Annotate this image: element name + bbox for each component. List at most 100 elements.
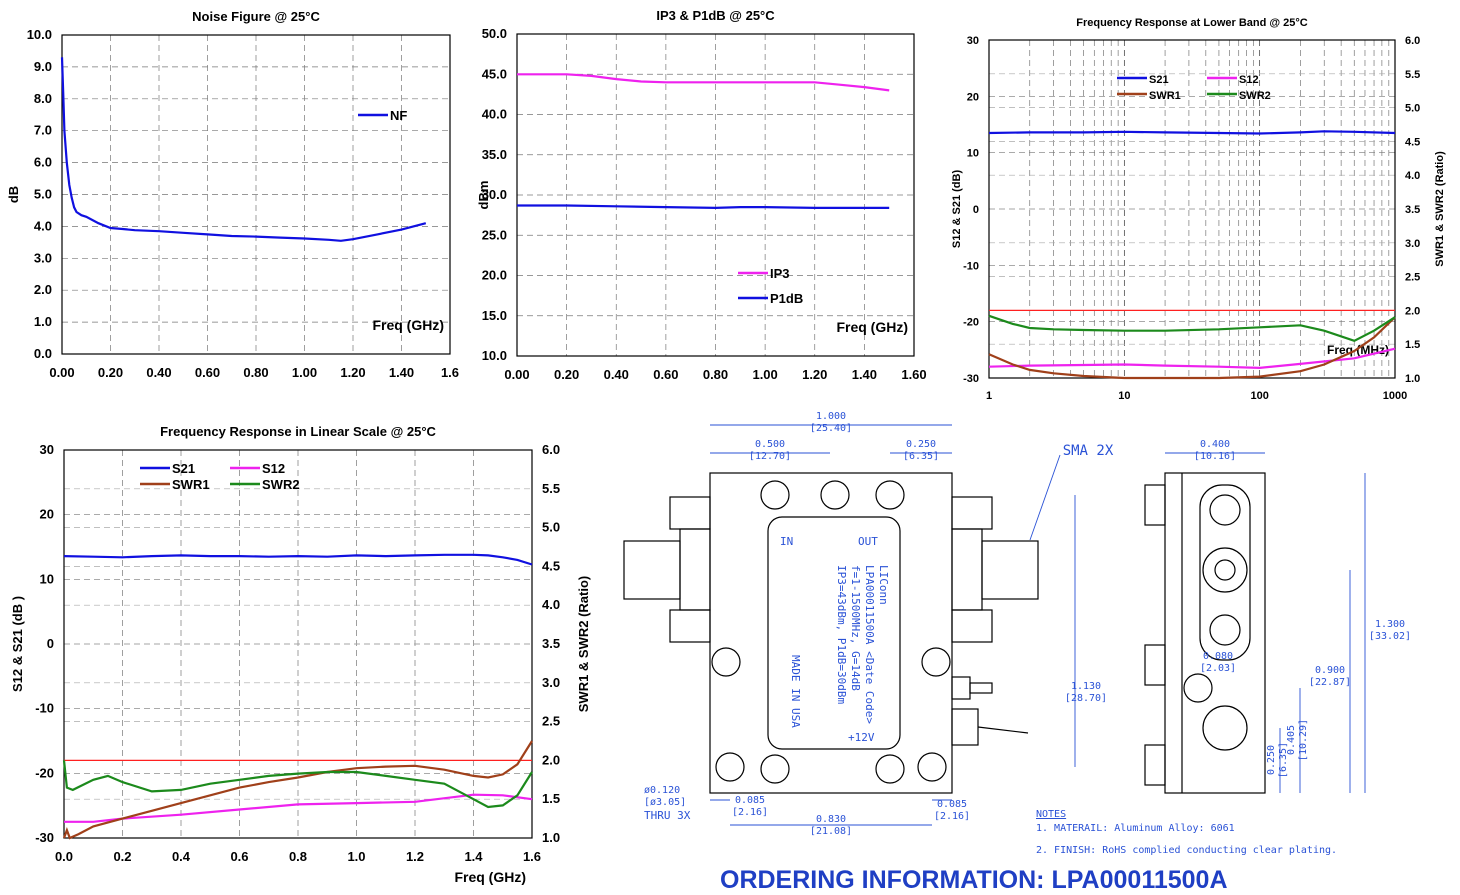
x-tick-label: 1.6 bbox=[523, 849, 541, 864]
x-axis-label: Freq (MHz) bbox=[1327, 343, 1389, 357]
plot-frame bbox=[63, 449, 533, 839]
side-screw-bottom bbox=[1209, 614, 1241, 646]
y2-tick-label: 3.0 bbox=[1405, 238, 1420, 250]
x-tick-label: 1.60 bbox=[901, 367, 926, 382]
dim-height-mm: [28.70] bbox=[1065, 693, 1107, 704]
x-tick-label: 1.40 bbox=[389, 365, 414, 380]
y-tick-label: 5.0 bbox=[34, 187, 52, 202]
supply-label: +12V bbox=[848, 731, 875, 744]
standoff-bottom-left bbox=[760, 754, 790, 784]
y2-tick-label: 2.0 bbox=[1405, 305, 1420, 317]
y-tick-label: 10.0 bbox=[482, 348, 507, 363]
y-tick-label: 40.0 bbox=[482, 107, 507, 122]
y-tick-label: 20 bbox=[967, 91, 979, 103]
note-2: 2. FINISH: RoHS complied conducting clea… bbox=[1036, 845, 1337, 856]
y-tick-label: 6.0 bbox=[34, 155, 52, 170]
y-tick-label: 2.0 bbox=[34, 282, 52, 297]
y2-tick-label: 4.5 bbox=[1405, 136, 1420, 148]
x-tick-label: 0.40 bbox=[146, 365, 171, 380]
port-in-label: IN bbox=[780, 535, 793, 548]
dim-width: 1.000 bbox=[816, 411, 846, 422]
side-power-terminal bbox=[1202, 705, 1248, 751]
feedthrough-terminal bbox=[951, 676, 971, 700]
y-axis-label: S12 & S21 (dB) bbox=[951, 170, 963, 249]
y-tick-label: -20 bbox=[963, 317, 979, 329]
x-tick-label: 1.4 bbox=[464, 849, 483, 864]
chart-title: Frequency Response at Lower Band @ 25°C bbox=[1076, 17, 1308, 29]
mounting-hole-bottom-right bbox=[917, 752, 947, 782]
x-tick-label: 1.0 bbox=[347, 849, 365, 864]
legend-label-s21: S21 bbox=[172, 461, 195, 476]
legend-label-s12: S12 bbox=[1239, 74, 1259, 86]
y2-axis-label: SWR1 & SWR2 (Ratio) bbox=[1434, 151, 1446, 267]
x-tick-label: 0.2 bbox=[113, 849, 131, 864]
y2-tick-label: 3.5 bbox=[1405, 204, 1420, 216]
x-tick-label: 1.2 bbox=[406, 849, 424, 864]
dim-edge-right-mm: [2.16] bbox=[934, 811, 970, 822]
legend-label-ip3: IP3 bbox=[770, 266, 790, 281]
y2-tick-label: 5.5 bbox=[1405, 69, 1420, 81]
x-axis-label: Freq (GHz) bbox=[372, 317, 444, 333]
x-tick-label: 1000 bbox=[1383, 390, 1407, 402]
label-line-3: f=1-1500MHz, G=14dB bbox=[849, 565, 862, 691]
dim-depth-mm: [10.16] bbox=[1194, 451, 1236, 462]
dim-half-mm: [12.70] bbox=[749, 451, 791, 462]
mounting-hole-top bbox=[820, 480, 850, 510]
x-tick-label: 1.20 bbox=[802, 367, 827, 382]
dim-mid-mm: [22.87] bbox=[1309, 677, 1351, 688]
chart-title: IP3 & P1dB @ 25°C bbox=[656, 8, 775, 23]
y-tick-label: 4.0 bbox=[34, 218, 52, 233]
side-screw-top bbox=[1209, 494, 1241, 526]
y2-tick-label: 2.5 bbox=[1405, 272, 1420, 284]
chart-title: Frequency Response in Linear Scale @ 25°… bbox=[160, 424, 436, 439]
x-tick-label: 1.00 bbox=[292, 365, 317, 380]
x-tick-label: 0.6 bbox=[230, 849, 248, 864]
dim-mid: 0.900 bbox=[1315, 665, 1345, 676]
dim-a-mm: [6.35] bbox=[1278, 742, 1289, 778]
y-tick-label: 8.0 bbox=[34, 91, 52, 106]
y2-tick-label: 4.0 bbox=[1405, 170, 1420, 182]
y-tick-label: 1.0 bbox=[34, 314, 52, 329]
chart-title: Noise Figure @ 25°C bbox=[192, 9, 320, 24]
y2-axis-label: SWR1 & SWR2 (Ratio) bbox=[576, 576, 591, 713]
legend-label-swr1: SWR1 bbox=[1149, 90, 1181, 102]
x-tick-label: 0.60 bbox=[195, 365, 220, 380]
series-line-swr1 bbox=[62, 740, 533, 840]
right-connector-body bbox=[951, 528, 983, 611]
gridlines bbox=[64, 450, 532, 838]
y-tick-label: 30.0 bbox=[482, 187, 507, 202]
y-tick-label: 10 bbox=[967, 148, 979, 160]
y-tick-label: 0.0 bbox=[34, 346, 52, 361]
y-tick-label: 9.0 bbox=[34, 59, 52, 74]
mechanical-drawing: 1.000 [25.40] 0.500 [12.70] 0.250 [6.35]… bbox=[600, 405, 1460, 860]
y2-tick-label: 5.5 bbox=[542, 481, 560, 496]
series-line-swr2 bbox=[62, 760, 533, 809]
y-tick-label: 10.0 bbox=[27, 27, 52, 42]
ip3-p1db-plot: 0.00 0.20 0.40 0.60 0.80 1.00 1.20 1.40 1.60 10.0… bbox=[476, 8, 927, 382]
x-tick-label: 0.80 bbox=[243, 365, 268, 380]
side-connector-flange bbox=[1199, 484, 1251, 661]
series-line-swr1 bbox=[988, 316, 1396, 380]
hole-diameter: ø0.120 bbox=[644, 785, 680, 796]
side-tab-mid bbox=[1144, 644, 1166, 686]
lower-band-response-plot: 1 10 100 1000 -30 -20 -10 0 10 20 30 1.0 1.5 2.0 2.5 3.… bbox=[951, 17, 1446, 402]
ip3-p1db-chart: 0.00 0.20 0.40 0.60 0.80 1.00 1.20 1.40 1.60 10.0… bbox=[470, 0, 940, 400]
side-sma-outer bbox=[1202, 547, 1248, 593]
legend-label-s12: S12 bbox=[262, 461, 285, 476]
linear-scale-response-chart: 0.0 0.2 0.4 0.6 0.8 1.0 1.2 1.4 1.6 -30 -20 -10 0 10 2… bbox=[0, 410, 600, 888]
dim-total: 1.300 bbox=[1375, 619, 1405, 630]
dim-small: 0.080 bbox=[1203, 651, 1233, 662]
ordering-information-heading: ORDERING INFORMATION: LPA00011500A bbox=[720, 866, 1228, 894]
y-tick-label: 10 bbox=[40, 571, 54, 586]
left-connector-body bbox=[679, 528, 711, 611]
y2-tick-label: 4.0 bbox=[542, 597, 560, 612]
dim-hole-pitch-mm: [21.08] bbox=[810, 826, 852, 837]
y2-tick-label: 6.0 bbox=[542, 442, 560, 457]
x-tick-label: 10 bbox=[1118, 390, 1130, 402]
amplifier-body bbox=[709, 472, 953, 794]
feedthrough-pin bbox=[969, 682, 993, 694]
legend-label-swr2: SWR2 bbox=[262, 477, 300, 492]
series-line-s21 bbox=[63, 553, 533, 566]
noise-figure-chart: 0.00 0.20 0.40 0.60 0.80 1.00 1.20 1.40 1.6 0.0 1.… bbox=[0, 0, 470, 400]
x-tick-label: 0.20 bbox=[98, 365, 123, 380]
